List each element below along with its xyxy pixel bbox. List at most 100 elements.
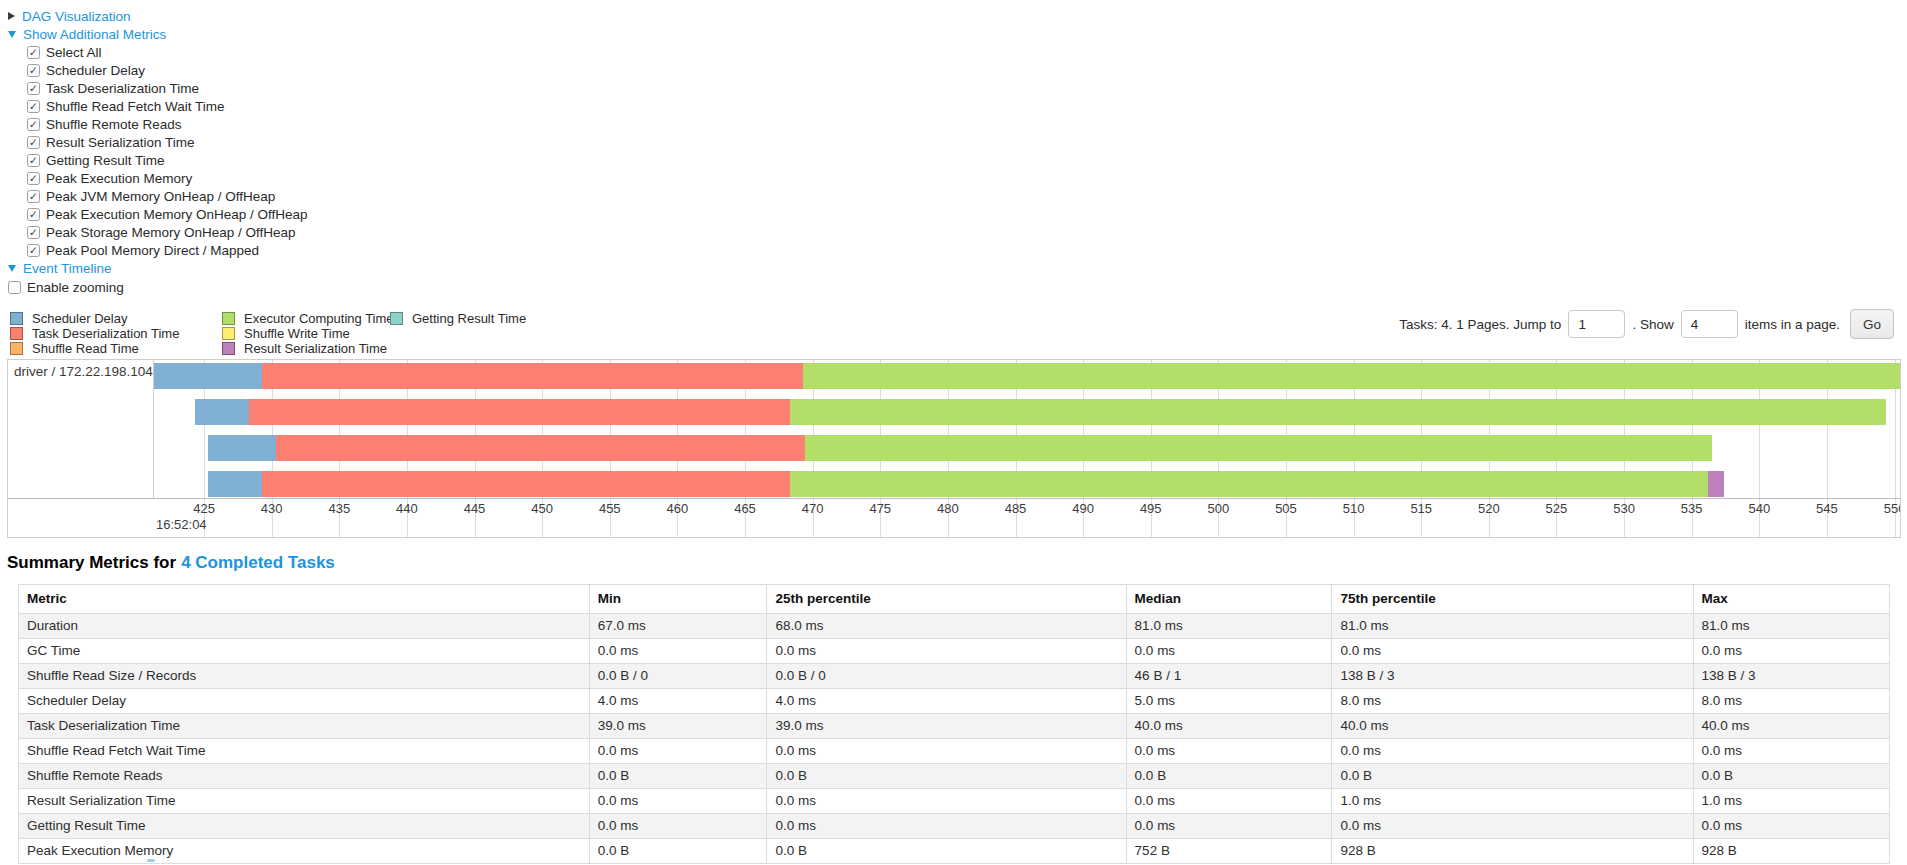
legend-item: Task Deserialization Time: [10, 326, 222, 341]
axis-tick-label: 450: [531, 501, 553, 516]
metric-checkbox-label: Task Deserialization Time: [46, 81, 199, 96]
legend-item: Shuffle Write Time: [222, 326, 390, 341]
jump-to-page-input[interactable]: [1568, 310, 1625, 338]
axis-tick-label: 520: [1478, 501, 1500, 516]
timeline-segment-result-serialization[interactable]: [1708, 471, 1724, 497]
metric-value-cell: 46 B / 1: [1126, 664, 1332, 689]
checkbox-checked-icon[interactable]: ✓: [27, 190, 40, 203]
timeline-segment-scheduler-delay[interactable]: [154, 363, 262, 389]
metric-checkbox-row[interactable]: ✓ Shuffle Remote Reads: [27, 115, 1907, 133]
checkbox-checked-icon[interactable]: ✓: [27, 244, 40, 257]
legend-column: Executor Computing TimeShuffle Write Tim…: [222, 311, 390, 356]
metric-checkbox-label: Select All: [46, 45, 102, 60]
timeline-controls: DAG Visualization Show Additional Metric…: [0, 0, 1907, 296]
metric-value-cell: 1.0 ms: [1332, 789, 1693, 814]
timeline-segment-executor-computing[interactable]: [790, 471, 1708, 497]
axis-tick-label: 510: [1343, 501, 1365, 516]
metric-value-cell: 0.0 ms: [589, 789, 767, 814]
metric-value-cell: 4.0 ms: [767, 689, 1126, 714]
checkbox-checked-icon[interactable]: ✓: [27, 100, 40, 113]
table-header-row: MetricMin25th percentileMedian75th perce…: [19, 585, 1890, 614]
timeline-segment-task-deserialization[interactable]: [249, 399, 790, 425]
checkbox-checked-icon[interactable]: ✓: [27, 46, 40, 59]
metric-value-cell: 40.0 ms: [1693, 714, 1890, 739]
metric-value-cell: 0.0 B: [767, 839, 1126, 864]
metric-checkbox-row[interactable]: ✓Result Serialization Time: [27, 133, 1907, 151]
metric-value-cell: 0.0 ms: [589, 639, 767, 664]
metric-value-cell: 0.0 ms: [1332, 639, 1693, 664]
legend-label: Scheduler Delay: [32, 311, 127, 326]
timeline-segment-task-deserialization[interactable]: [276, 435, 805, 461]
show-additional-metrics-link[interactable]: Show Additional Metrics: [23, 27, 166, 42]
checkbox-checked-icon[interactable]: ✓: [27, 82, 40, 95]
table-row: Shuffle Remote Reads0.0 B0.0 B0.0 B0.0 B…: [19, 764, 1890, 789]
metric-checkbox-row[interactable]: ✓Scheduler Delay: [27, 61, 1907, 79]
timeline-segment-scheduler-delay[interactable]: [195, 399, 249, 425]
metric-name-cell: Shuffle Read Size / Records: [19, 664, 590, 689]
checkbox-checked-icon[interactable]: ✓: [27, 136, 40, 149]
event-timeline-toggle[interactable]: Event Timeline: [8, 259, 1907, 277]
metric-checkbox-row[interactable]: ✓Peak Execution Memory OnHeap / OffHeap: [27, 205, 1907, 223]
metric-value-cell: 39.0 ms: [589, 714, 767, 739]
table-header-cell: Min: [589, 585, 767, 614]
go-button[interactable]: Go: [1850, 309, 1894, 339]
event-timeline-link[interactable]: Event Timeline: [23, 261, 112, 276]
axis-tick-label: 530: [1613, 501, 1635, 516]
items-per-page-input[interactable]: [1681, 310, 1738, 338]
legend-label: Shuffle Read Time: [32, 341, 139, 356]
timeline-time-label: 16:52:04: [156, 517, 207, 532]
metric-value-cell: 40.0 ms: [1126, 714, 1332, 739]
timeline-segment-executor-computing[interactable]: [790, 399, 1887, 425]
show-additional-metrics-toggle[interactable]: Show Additional Metrics: [8, 25, 1907, 43]
metric-value-cell: 0.0 ms: [767, 814, 1126, 839]
timeline-segment-scheduler-delay[interactable]: [208, 471, 262, 497]
metric-value-cell: 8.0 ms: [1693, 689, 1890, 714]
metric-checkbox-row[interactable]: ✓ Peak Pool Memory Direct / Mapped: [27, 241, 1907, 259]
legend-item: Shuffle Read Time: [10, 341, 222, 356]
metric-value-cell: 0.0 ms: [1126, 639, 1332, 664]
metric-value-cell: 0.0 ms: [767, 789, 1126, 814]
expanded-arrow-icon: [8, 265, 16, 272]
metric-checkbox-label: Peak JVM Memory OnHeap / OffHeap: [46, 189, 275, 204]
checkbox-checked-icon[interactable]: ✓: [27, 172, 40, 185]
table-header-cell: 25th percentile: [767, 585, 1126, 614]
dag-visualization-link[interactable]: DAG Visualization: [22, 9, 131, 24]
checkbox-checked-icon[interactable]: ✓: [27, 118, 40, 131]
table-row: Peak Execution Memory0.0 B0.0 B752 B928 …: [19, 839, 1890, 864]
axis-tick-label: 550: [1884, 501, 1901, 516]
metric-checkbox-row[interactable]: ✓Shuffle Read Fetch Wait Time: [27, 97, 1907, 115]
metric-checkbox-row[interactable]: ✓ Task Deserialization Time: [27, 79, 1907, 97]
timeline-segment-executor-computing[interactable]: [805, 435, 1712, 461]
metric-checkbox-label: Peak Pool Memory Direct / Mapped: [46, 243, 259, 258]
dag-visualization-toggle[interactable]: DAG Visualization: [8, 7, 1907, 25]
enable-zooming-checkbox[interactable]: [8, 281, 21, 294]
checkbox-checked-icon[interactable]: ✓: [27, 208, 40, 221]
timeline-segment-task-deserialization[interactable]: [262, 363, 803, 389]
axis-tick-label: 540: [1748, 501, 1770, 516]
legend-swatch-icon: [10, 312, 23, 325]
metric-checkbox-row[interactable]: ✓Peak Execution Memory: [27, 169, 1907, 187]
metric-checkbox-row[interactable]: ✓ Peak JVM Memory OnHeap / OffHeap: [27, 187, 1907, 205]
metric-value-cell: 0.0 ms: [1126, 814, 1332, 839]
enable-zooming-row[interactable]: Enable zooming: [8, 278, 1907, 296]
metric-checkbox-row[interactable]: ✓ Select All: [27, 43, 1907, 61]
checkbox-checked-icon[interactable]: ✓: [27, 64, 40, 77]
metric-value-cell: 0.0 B / 0: [767, 664, 1126, 689]
metric-value-cell: 0.0 ms: [589, 814, 767, 839]
summary-metrics-title: Summary Metrics for4 Completed Tasks: [7, 553, 1907, 573]
timeline-segment-executor-computing[interactable]: [803, 363, 1900, 389]
timeline-segment-task-deserialization[interactable]: [262, 471, 789, 497]
metric-checkbox-label: Shuffle Remote Reads: [46, 117, 182, 132]
axis-tick-label: 485: [1005, 501, 1027, 516]
timeline-segment-scheduler-delay[interactable]: [208, 435, 276, 461]
metric-value-cell: 0.0 B: [589, 764, 767, 789]
metric-checkbox-row[interactable]: ✓Getting Result Time: [27, 151, 1907, 169]
metric-checkbox-row[interactable]: ✓Peak Storage Memory OnHeap / OffHeap: [27, 223, 1907, 241]
axis-tick-label: 535: [1681, 501, 1703, 516]
metric-name-cell: Shuffle Remote Reads: [19, 764, 590, 789]
legend-swatch-icon: [10, 342, 23, 355]
axis-tick-label: 505: [1275, 501, 1297, 516]
checkbox-checked-icon[interactable]: ✓: [27, 154, 40, 167]
checkbox-checked-icon[interactable]: ✓: [27, 226, 40, 239]
completed-tasks-link[interactable]: 4 Completed Tasks: [181, 553, 335, 572]
